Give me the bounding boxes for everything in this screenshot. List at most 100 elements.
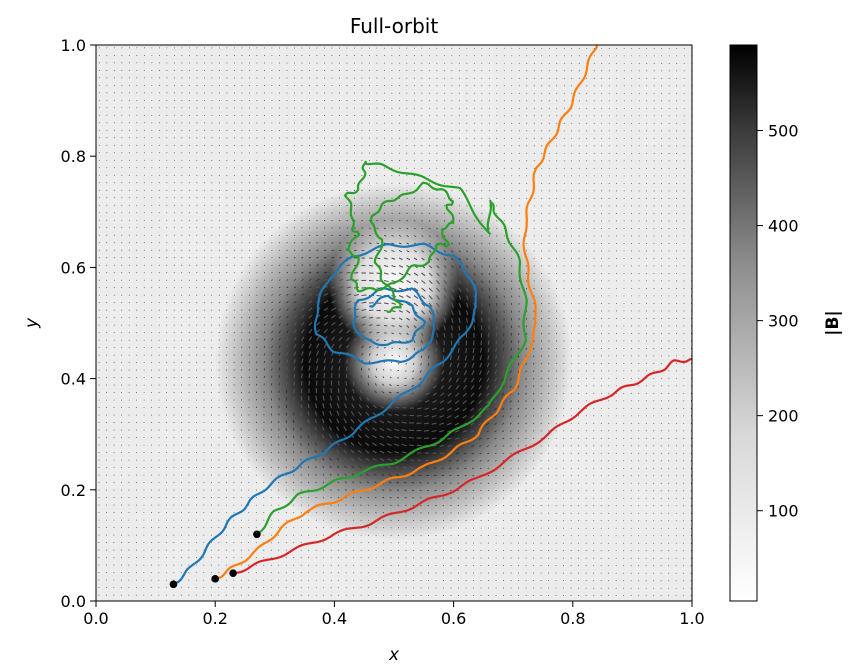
quiver-arrow: [428, 265, 433, 269]
quiver-arrow: [358, 403, 362, 409]
quiver-arrow: [593, 55, 595, 57]
quiver-arrow: [106, 159, 108, 161]
quiver-arrow: [571, 62, 573, 64]
quiver-arrow: [585, 430, 587, 432]
quiver-arrow: [466, 250, 468, 253]
quiver-arrow: [451, 175, 453, 177]
quiver-arrow: [293, 427, 295, 431]
quiver-arrow: [478, 437, 482, 440]
quiver-arrow: [472, 355, 475, 361]
quiver-arrow: [593, 505, 595, 507]
quiver-arrow: [293, 293, 297, 296]
quiver-arrow: [316, 350, 320, 356]
quiver-arrow: [308, 300, 313, 304]
quiver-arrow: [480, 310, 483, 315]
quiver-arrow: [548, 62, 550, 64]
quiver-arrow: [471, 370, 475, 376]
quiver-arrow: [511, 167, 513, 169]
quiver-arrow: [151, 264, 153, 266]
quiver-arrow: [233, 279, 235, 281]
quiver-arrow: [478, 422, 482, 426]
quiver-arrow: [436, 257, 440, 261]
quiver-arrow: [390, 369, 392, 371]
quiver-arrow: [218, 264, 220, 266]
quiver-arrow: [488, 302, 491, 307]
quiver-arrow: [593, 475, 595, 477]
quiver-arrow: [292, 435, 295, 439]
quiver-arrow: [436, 310, 440, 315]
quiver-arrow: [570, 467, 572, 469]
quiver-arrow: [278, 264, 281, 266]
quiver-arrow: [353, 534, 355, 536]
quiver-arrow: [331, 300, 337, 304]
quiver-arrow: [300, 564, 302, 566]
quiver-arrow: [555, 452, 557, 454]
quiver-arrow: [380, 405, 385, 409]
quiver-arrow: [256, 309, 258, 311]
quiver-arrow: [548, 100, 550, 102]
quiver-arrow: [330, 594, 332, 596]
quiver-arrow: [503, 265, 505, 267]
quiver-arrow: [329, 465, 332, 469]
quiver-arrow: [293, 381, 296, 386]
quiver-arrow: [256, 338, 258, 341]
quiver-arrow: [293, 344, 297, 349]
quiver-arrow: [336, 457, 340, 461]
quiver-arrow: [293, 271, 296, 274]
quiver-arrow: [458, 137, 460, 139]
quiver-arrow: [503, 340, 505, 344]
quiver-arrow: [368, 375, 370, 379]
quiver-arrow: [316, 271, 320, 274]
quiver-arrow: [397, 362, 400, 365]
quiver-arrow: [376, 339, 380, 341]
quiver-arrow: [158, 234, 160, 236]
quiver-arrow: [271, 323, 274, 326]
quiver-arrow: [555, 400, 557, 402]
quiver-arrow: [412, 362, 415, 366]
quiver-arrow: [436, 317, 439, 323]
quiver-arrow: [518, 175, 520, 177]
quiver-arrow: [352, 512, 355, 514]
quiver-arrow: [315, 587, 317, 589]
quiver-arrow: [481, 197, 483, 199]
quiver-arrow: [345, 534, 347, 536]
quiver-arrow: [263, 346, 266, 349]
quiver-arrow: [359, 481, 362, 484]
quiver-arrow: [285, 534, 287, 536]
quiver-arrow: [366, 389, 370, 394]
quiver-arrow: [435, 325, 439, 330]
quiver-arrow: [481, 115, 483, 117]
quiver-arrow: [352, 496, 355, 499]
quiver-arrow: [173, 294, 175, 296]
quiver-arrow: [98, 159, 100, 161]
quiver-arrow: [218, 294, 220, 296]
quiver-arrow: [413, 295, 419, 299]
quiver-arrow: [361, 308, 367, 312]
quiver-arrow: [411, 377, 415, 380]
quiver-arrow: [586, 85, 588, 87]
quiver-arrow: [113, 234, 115, 236]
quiver-arrow: [470, 415, 475, 419]
quiver-arrow: [357, 449, 362, 454]
quiver-arrow: [300, 587, 302, 589]
quiver-arrow: [383, 257, 388, 260]
quiver-arrow: [271, 257, 273, 259]
quiver-arrow: [421, 302, 426, 307]
quiver-arrow: [585, 497, 587, 499]
quiver-arrow: [270, 594, 272, 596]
quiver-arrow: [578, 437, 580, 439]
quiver-arrow: [387, 458, 392, 462]
quiver-arrow: [593, 422, 595, 424]
quiver-arrow: [416, 414, 422, 417]
quiver-arrow: [473, 257, 476, 260]
quiver-arrow: [158, 249, 160, 251]
quiver-arrow: [379, 450, 385, 454]
quiver-arrow: [391, 250, 395, 252]
quiver-arrow: [346, 293, 352, 297]
quiver-arrow: [383, 368, 385, 371]
quiver-arrow: [308, 321, 313, 326]
quiver-arrow: [330, 564, 332, 566]
quiver-arrow: [263, 316, 266, 319]
quiver-arrow: [300, 496, 302, 499]
